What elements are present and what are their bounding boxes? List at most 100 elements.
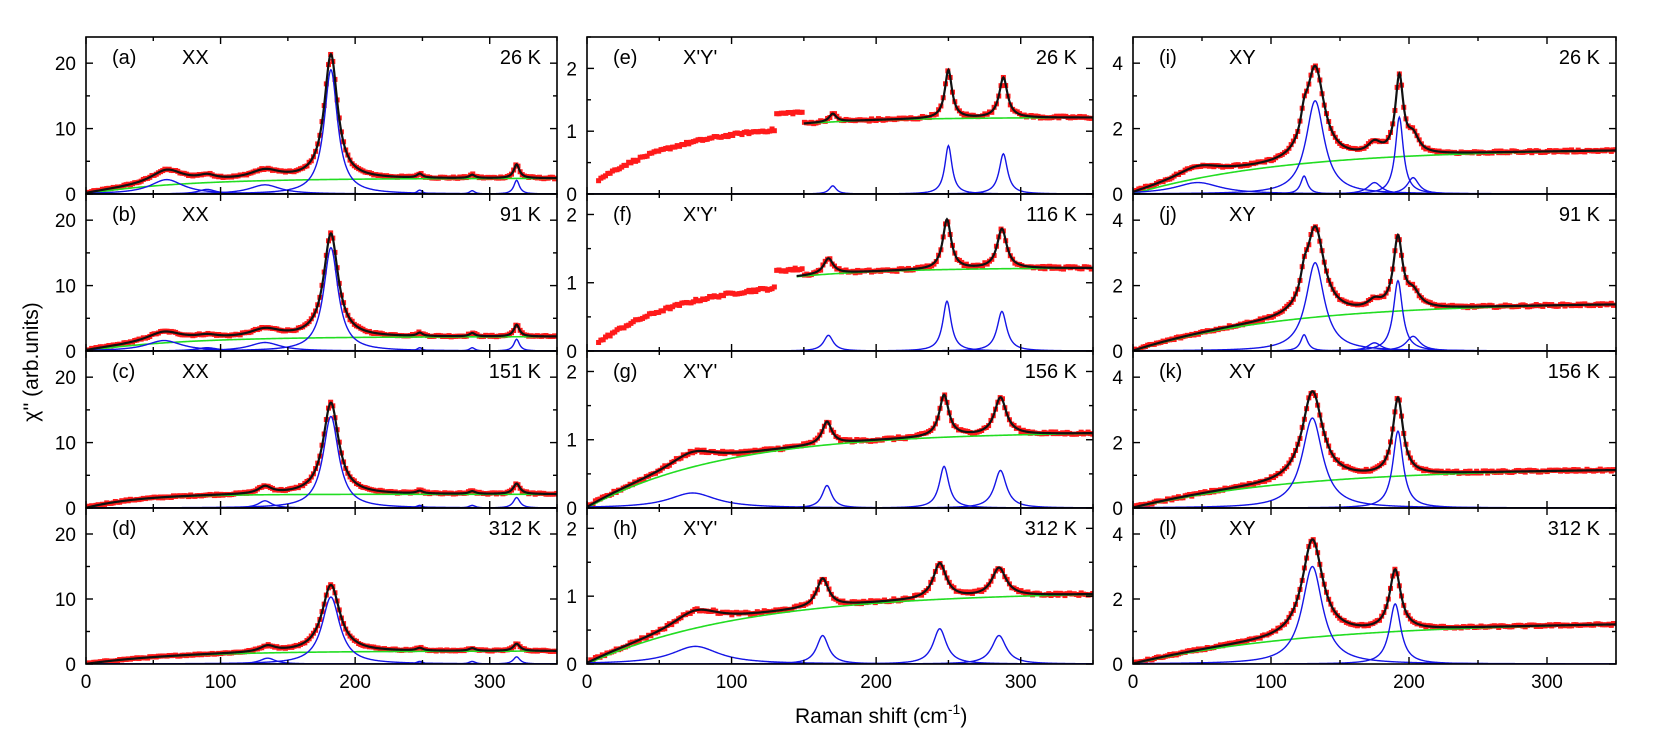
y-tick-label: 1 <box>566 431 577 452</box>
panel-g: 0 1 2 (g) X'Y' 156 K <box>566 350 1094 520</box>
plot-area-i <box>1133 63 1616 194</box>
x-axis-title-sup: -1 <box>948 701 961 717</box>
temperature-label-d: 312 K <box>489 518 542 540</box>
mode-line-h-0 <box>587 645 1093 664</box>
frame-k <box>1132 350 1617 509</box>
y-tick-label: 4 <box>1112 368 1123 389</box>
fit-line-k <box>1133 390 1616 508</box>
x-tick-label: 300 <box>1531 672 1563 693</box>
y-tick-label: 20 <box>55 54 76 75</box>
mode-line-f-2 <box>587 310 1093 351</box>
panel-label-f: (f) <box>613 204 632 226</box>
data-point <box>628 160 634 166</box>
temperature-label-k: 156 K <box>1548 361 1601 383</box>
y-tick-label: 0 <box>1112 499 1123 520</box>
mode-line-a-0 <box>86 178 557 194</box>
y-tick-label: 0 <box>65 185 76 206</box>
y-tick-label: 2 <box>1112 590 1123 611</box>
background-line-b <box>86 335 557 351</box>
y-tick-label: 1 <box>566 122 577 143</box>
polarization-label-i: XY <box>1229 47 1256 69</box>
mode-line-j-3 <box>1133 279 1616 351</box>
y-tick-label: 0 <box>566 185 577 206</box>
panel-label-b: (b) <box>112 204 136 226</box>
temperature-label-j: 91 K <box>1559 204 1601 226</box>
temperature-label-c: 151 K <box>489 361 542 383</box>
temperature-label-b: 91 K <box>500 204 542 226</box>
temperature-label-f: 116 K <box>1026 204 1077 226</box>
panel-h: 0 100 200 300 0 1 2 (h) X'Y' 312 K <box>566 507 1094 693</box>
mode-line-c-0 <box>86 500 557 508</box>
panel-label-i: (i) <box>1159 47 1177 69</box>
data-point <box>799 109 805 115</box>
panel-label-c: (c) <box>112 361 135 383</box>
fit-line-h <box>587 561 1093 664</box>
plot-area-f <box>587 217 1093 351</box>
y-tick-label: 0 <box>65 342 76 363</box>
fit-line-e <box>803 67 1093 125</box>
plot-area-h <box>587 561 1093 664</box>
y-tick-label: 10 <box>55 277 76 298</box>
plot-area-j <box>1133 224 1616 351</box>
mode-line-g-0 <box>587 492 1093 508</box>
x-axis-title-close: ) <box>960 705 967 728</box>
y-tick-label: 4 <box>1112 54 1123 75</box>
y-tick-label: 20 <box>55 368 76 389</box>
temperature-label-h: 312 K <box>1025 518 1078 540</box>
panel-label-j: (j) <box>1159 204 1177 226</box>
y-tick-label: 2 <box>566 59 577 80</box>
frame-j <box>1132 193 1617 352</box>
x-tick-label: 300 <box>1005 672 1037 693</box>
y-tick-label: 0 <box>1112 185 1123 206</box>
mode-line-h-1 <box>587 634 1093 664</box>
y-tick-label: 4 <box>1112 211 1123 232</box>
temperature-label-g: 156 K <box>1025 361 1078 383</box>
y-tick-label: 2 <box>1112 277 1123 298</box>
mode-line-f-0 <box>587 334 1093 351</box>
y-tick-label: 10 <box>55 590 76 611</box>
panel-label-k: (k) <box>1159 361 1182 383</box>
y-tick-label: 0 <box>566 342 577 363</box>
polarization-label-j: XY <box>1229 204 1256 226</box>
panel-label-g: (g) <box>613 361 637 383</box>
data-point <box>909 596 915 602</box>
y-tick-label: 2 <box>1112 434 1123 455</box>
background-line-i <box>1133 149 1616 194</box>
data-point <box>600 337 606 343</box>
y-tick-label: 0 <box>65 499 76 520</box>
fit-line-b <box>86 231 557 351</box>
mode-line-i-0 <box>1133 181 1616 194</box>
fit-line-g <box>587 393 1093 508</box>
x-tick-label: 0 <box>582 672 593 693</box>
x-axis-title-main: Raman shift (cm <box>795 705 948 728</box>
y-tick-label: 0 <box>566 499 577 520</box>
mode-line-i-3 <box>1133 181 1616 194</box>
data-point <box>980 263 986 269</box>
panel-l: 0 100 200 300 0 2 4 (l) XY 312 K <box>1112 507 1617 693</box>
y-tick-label: 2 <box>1112 120 1123 141</box>
y-tick-label: 0 <box>65 655 76 676</box>
fit-line-j <box>1133 225 1616 351</box>
fit-line-l <box>1133 538 1616 664</box>
polarization-label-k: XY <box>1229 361 1256 383</box>
data-point <box>607 333 613 339</box>
polarization-label-c: XX <box>182 361 209 383</box>
data-point <box>984 261 990 267</box>
x-tick-label: 300 <box>474 672 506 693</box>
temperature-label-l: 312 K <box>1548 518 1601 540</box>
x-axis-title: Raman shift (cm-1) <box>795 701 967 728</box>
x-tick-label: 200 <box>1393 672 1425 693</box>
plot-area-g <box>587 392 1093 508</box>
panel-j: 0 2 4 (j) XY 91 K <box>1112 193 1617 363</box>
data-point <box>771 284 777 290</box>
x-tick-label: 200 <box>860 672 892 693</box>
y-tick-label: 4 <box>1112 525 1123 546</box>
data-point <box>1016 425 1022 431</box>
fit-line-d <box>86 583 557 664</box>
data-point <box>644 153 650 159</box>
panel-b: 0 10 20 (b) XX 91 K <box>55 193 558 363</box>
panel-c: 0 10 20 (c) XX 151 K <box>55 350 558 520</box>
polarization-label-l: XY <box>1229 518 1256 540</box>
temperature-label-e: 26 K <box>1036 47 1078 69</box>
